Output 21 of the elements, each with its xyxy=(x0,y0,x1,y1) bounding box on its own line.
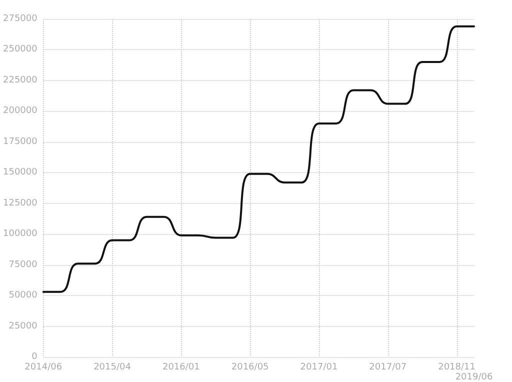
y-tick-label: 100000 xyxy=(2,229,38,240)
y-tick-label: 150000 xyxy=(2,168,38,178)
y-tick-label: 275000 xyxy=(2,14,38,24)
y-tick-label: 25000 xyxy=(8,321,38,332)
x-tick-label: 2018/11 xyxy=(438,362,476,372)
y-tick-label: 75000 xyxy=(8,260,38,270)
x-tick-label: 2016/01 xyxy=(162,362,200,372)
x-tick-label: 2017/07 xyxy=(369,362,407,372)
x-tick-label: 2014/06 xyxy=(24,362,62,372)
y-tick-label: 225000 xyxy=(2,75,38,86)
x-tick-label: 2016/05 xyxy=(231,362,269,372)
y-tick-label: 0 xyxy=(32,352,38,362)
x-tick-label: 2015/04 xyxy=(94,362,132,372)
y-tick-label: 125000 xyxy=(2,198,38,208)
y-tick-label: 175000 xyxy=(2,136,38,147)
x-tick-label: 2017/01 xyxy=(300,362,338,372)
y-tick-label: 250000 xyxy=(2,44,38,55)
x-tick-label: 2019/06 xyxy=(455,372,493,382)
line-series xyxy=(42,25,475,293)
y-tick-label: 200000 xyxy=(2,106,38,116)
y-tick-label: 50000 xyxy=(8,290,38,301)
